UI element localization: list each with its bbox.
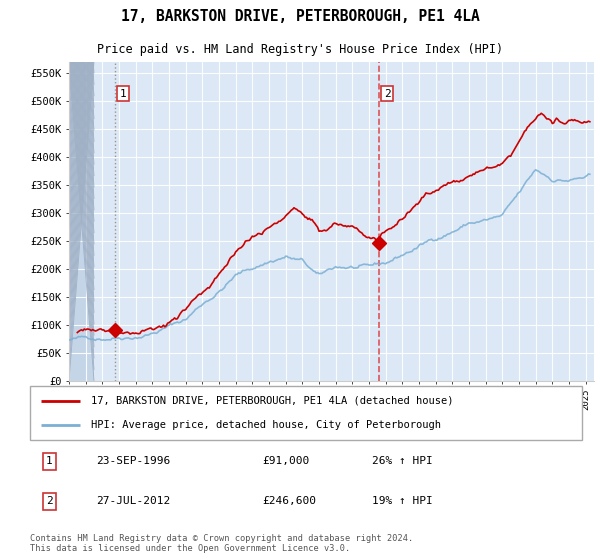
Text: Price paid vs. HM Land Registry's House Price Index (HPI): Price paid vs. HM Land Registry's House …: [97, 43, 503, 56]
Text: 23-SEP-1996: 23-SEP-1996: [96, 456, 170, 466]
Text: 19% ↑ HPI: 19% ↑ HPI: [372, 496, 433, 506]
Text: HPI: Average price, detached house, City of Peterborough: HPI: Average price, detached house, City…: [91, 420, 441, 430]
Text: 17, BARKSTON DRIVE, PETERBOROUGH, PE1 4LA: 17, BARKSTON DRIVE, PETERBOROUGH, PE1 4L…: [121, 10, 479, 24]
Text: 17, BARKSTON DRIVE, PETERBOROUGH, PE1 4LA (detached house): 17, BARKSTON DRIVE, PETERBOROUGH, PE1 4L…: [91, 396, 453, 406]
Text: Contains HM Land Registry data © Crown copyright and database right 2024.
This d: Contains HM Land Registry data © Crown c…: [30, 534, 413, 553]
Text: 26% ↑ HPI: 26% ↑ HPI: [372, 456, 433, 466]
Text: 1: 1: [119, 88, 126, 99]
Text: 2: 2: [46, 496, 53, 506]
Text: £91,000: £91,000: [262, 456, 309, 466]
FancyBboxPatch shape: [30, 386, 582, 440]
Text: 1: 1: [46, 456, 53, 466]
Text: 27-JUL-2012: 27-JUL-2012: [96, 496, 170, 506]
Text: £246,600: £246,600: [262, 496, 316, 506]
Bar: [69, 62, 94, 381]
Text: 2: 2: [383, 88, 391, 99]
